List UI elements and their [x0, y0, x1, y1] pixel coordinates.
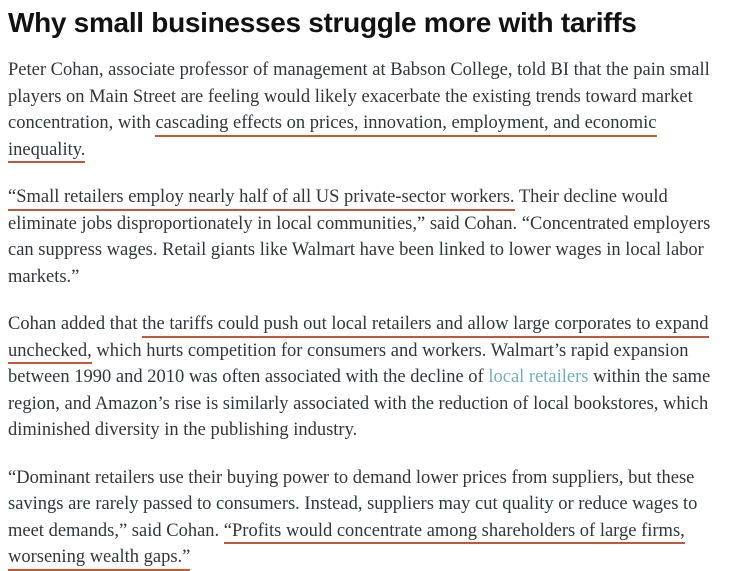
underlined-phrase: the tariffs could push out local retaile… [8, 314, 709, 364]
article-body: Peter Cohan, associate professor of mana… [8, 57, 737, 571]
local-retailers-link[interactable]: local retailers [488, 367, 589, 387]
underlined-phrase: “Small retailers employ nearly half of a… [8, 187, 515, 211]
body-text: Their decline would eliminate jobs dispr… [8, 187, 711, 287]
paragraph: Cohan added that the tariffs could push … [8, 311, 737, 444]
paragraph: “Dominant retailers use their buying pow… [8, 465, 737, 571]
paragraph: “Small retailers employ nearly half of a… [8, 184, 737, 290]
underlined-phrase: cascading effects on prices, innovation,… [8, 113, 657, 163]
article-headline: Why small businesses struggle more with … [8, 7, 637, 38]
paragraph: Peter Cohan, associate professor of mana… [8, 57, 737, 163]
body-text: which hurts competition for consumers an… [8, 340, 689, 388]
body-text: Peter Cohan, associate professor of mana… [8, 60, 710, 133]
body-text: within the same region, and Amazon’s ris… [8, 367, 711, 440]
body-text: Cohan added that [8, 314, 143, 334]
